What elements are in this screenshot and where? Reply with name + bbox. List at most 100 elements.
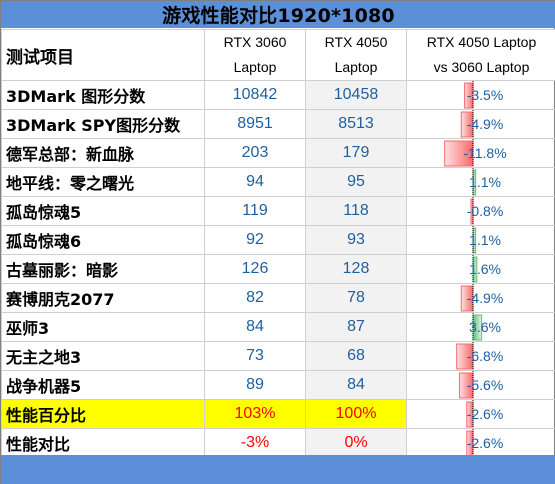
comparison-cell: -4.9% <box>406 283 555 313</box>
row-name: 赛博朋克2077 <box>1 283 205 313</box>
table-row: 性能对比 -3% 0% -2.6% <box>1 428 555 458</box>
rtx4050-value: 0% <box>305 428 407 458</box>
table-row: 德军总部：新血脉 203 179 -11.8% <box>1 138 555 168</box>
row-name: 孤岛惊魂5 <box>1 196 205 226</box>
comparison-cell: -5.6% <box>406 370 555 400</box>
rtx3060-value: 92 <box>204 225 306 255</box>
header-rtx4050-line2: Laptop <box>334 59 378 75</box>
row-name: 3DMark 图形分数 <box>1 80 205 110</box>
rtx3060-value: 89 <box>204 370 306 400</box>
performance-table: 测试项目 RTX 3060 Laptop RTX 4050 Laptop RTX… <box>1 29 555 458</box>
diff-bar-svg <box>472 168 477 196</box>
table-row: 孤岛惊魂6 92 93 1.1% <box>1 225 555 255</box>
rtx4050-value: 93 <box>305 225 407 255</box>
header-row: 测试项目 RTX 3060 Laptop RTX 4050 Laptop RTX… <box>1 29 555 81</box>
rtx4050-value: 128 <box>305 254 407 284</box>
comparison-cell: -2.6% <box>406 428 555 458</box>
row-name: 3DMark SPY图形分数 <box>1 109 205 139</box>
diff-bar-svg <box>460 110 474 138</box>
rtx3060-value: 8951 <box>204 109 306 139</box>
rtx3060-value: 103% <box>204 399 306 429</box>
table-row: 古墓丽影：暗影 126 128 1.6% <box>1 254 555 284</box>
rtx3060-value: 84 <box>204 312 306 342</box>
diff-bar-svg <box>459 371 474 399</box>
comparison-cell: -3.5% <box>406 80 555 110</box>
diff-label: -4.9% <box>466 116 504 132</box>
rtx4050-value: 87 <box>305 312 407 342</box>
diff-bar-svg <box>470 197 474 225</box>
row-name: 巫师3 <box>1 312 205 342</box>
rtx3060-value: 10842 <box>204 80 306 110</box>
table-row: 3DMark SPY图形分数 8951 8513 -4.9% <box>1 109 555 139</box>
rtx4050-value: 78 <box>305 283 407 313</box>
diff-bar-svg <box>472 255 478 283</box>
diff-label: -2.6% <box>466 406 504 422</box>
comparison-cell: 3.6% <box>406 312 555 342</box>
comparison-cell: -6.8% <box>406 341 555 371</box>
row-name: 古墓丽影：暗影 <box>1 254 205 284</box>
row-name: 德军总部：新血脉 <box>1 138 205 168</box>
diff-label: -0.8% <box>466 203 504 219</box>
rtx4050-value: 84 <box>305 370 407 400</box>
rtx4050-value: 179 <box>305 138 407 168</box>
diff-bar-svg <box>472 226 477 254</box>
comparison-cell: -11.8% <box>406 138 555 168</box>
diff-label: 3.6% <box>469 319 501 335</box>
row-name: 孤岛惊魂6 <box>1 225 205 255</box>
diff-bar-svg <box>466 400 474 428</box>
table-row: 地平线：零之曙光 94 95 1.1% <box>1 167 555 197</box>
table-row: 3DMark 图形分数 10842 10458 -3.5% <box>1 80 555 110</box>
header-item-label: 测试项目 <box>1 29 205 81</box>
diff-bar-svg <box>456 342 474 370</box>
table-row: 战争机器5 89 84 -5.6% <box>1 370 555 400</box>
diff-bar-svg <box>460 284 474 312</box>
diff-bar-svg <box>444 139 474 167</box>
rtx3060-value: 203 <box>204 138 306 168</box>
rtx4050-value: 118 <box>305 196 407 226</box>
rtx4050-value: 10458 <box>305 80 407 110</box>
diff-label: -3.5% <box>466 87 504 103</box>
rtx4050-value: 100% <box>305 399 407 429</box>
row-name: 战争机器5 <box>1 370 205 400</box>
diff-label: -5.6% <box>466 377 504 393</box>
footer-bar <box>1 455 555 484</box>
header-rtx3060: RTX 3060 Laptop <box>204 29 306 81</box>
table-row: 孤岛惊魂5 119 118 -0.8% <box>1 196 555 226</box>
table-row: 性能百分比 103% 100% -2.6% <box>1 399 555 429</box>
negative-diff-bar <box>444 140 474 167</box>
rtx4050-value: 68 <box>305 341 407 371</box>
table-row: 无主之地3 73 68 -6.8% <box>1 341 555 371</box>
rtx3060-value: 126 <box>204 254 306 284</box>
header-comparison-line2: vs 3060 Laptop <box>433 59 530 75</box>
comparison-cell: 1.1% <box>406 167 555 197</box>
row-name: 性能百分比 <box>1 399 205 429</box>
rtx4050-value: 95 <box>305 167 407 197</box>
comparison-cell: -2.6% <box>406 399 555 429</box>
rtx3060-value: 119 <box>204 196 306 226</box>
row-name: 性能对比 <box>1 428 205 458</box>
comparison-cell: 1.1% <box>406 225 555 255</box>
header-rtx3060-line2: Laptop <box>233 59 277 75</box>
table-row: 巫师3 84 87 3.6% <box>1 312 555 342</box>
table-title: 游戏性能对比1920*1080 <box>1 1 555 28</box>
diff-label: 1.6% <box>469 261 501 277</box>
row-name: 无主之地3 <box>1 341 205 371</box>
table-row: 赛博朋克2077 82 78 -4.9% <box>1 283 555 313</box>
diff-label: 1.1% <box>469 232 501 248</box>
header-comparison: RTX 4050 Laptop vs 3060 Laptop <box>406 29 555 81</box>
row-name: 地平线：零之曙光 <box>1 167 205 197</box>
diff-label: -4.9% <box>466 290 504 306</box>
diff-bar-svg <box>464 81 474 109</box>
diff-label: -2.6% <box>466 435 504 451</box>
header-rtx4050-line1: RTX 4050 <box>324 34 388 50</box>
comparison-cell: 1.6% <box>406 254 555 284</box>
rtx3060-value: 82 <box>204 283 306 313</box>
header-rtx4050: RTX 4050 Laptop <box>305 29 407 81</box>
rtx3060-value: 73 <box>204 341 306 371</box>
rtx3060-value: -3% <box>204 428 306 458</box>
header-comparison-line1: RTX 4050 Laptop <box>426 34 537 50</box>
diff-bar-svg <box>472 313 483 341</box>
diff-label: -6.8% <box>466 348 504 364</box>
diff-label: 1.1% <box>469 174 501 190</box>
